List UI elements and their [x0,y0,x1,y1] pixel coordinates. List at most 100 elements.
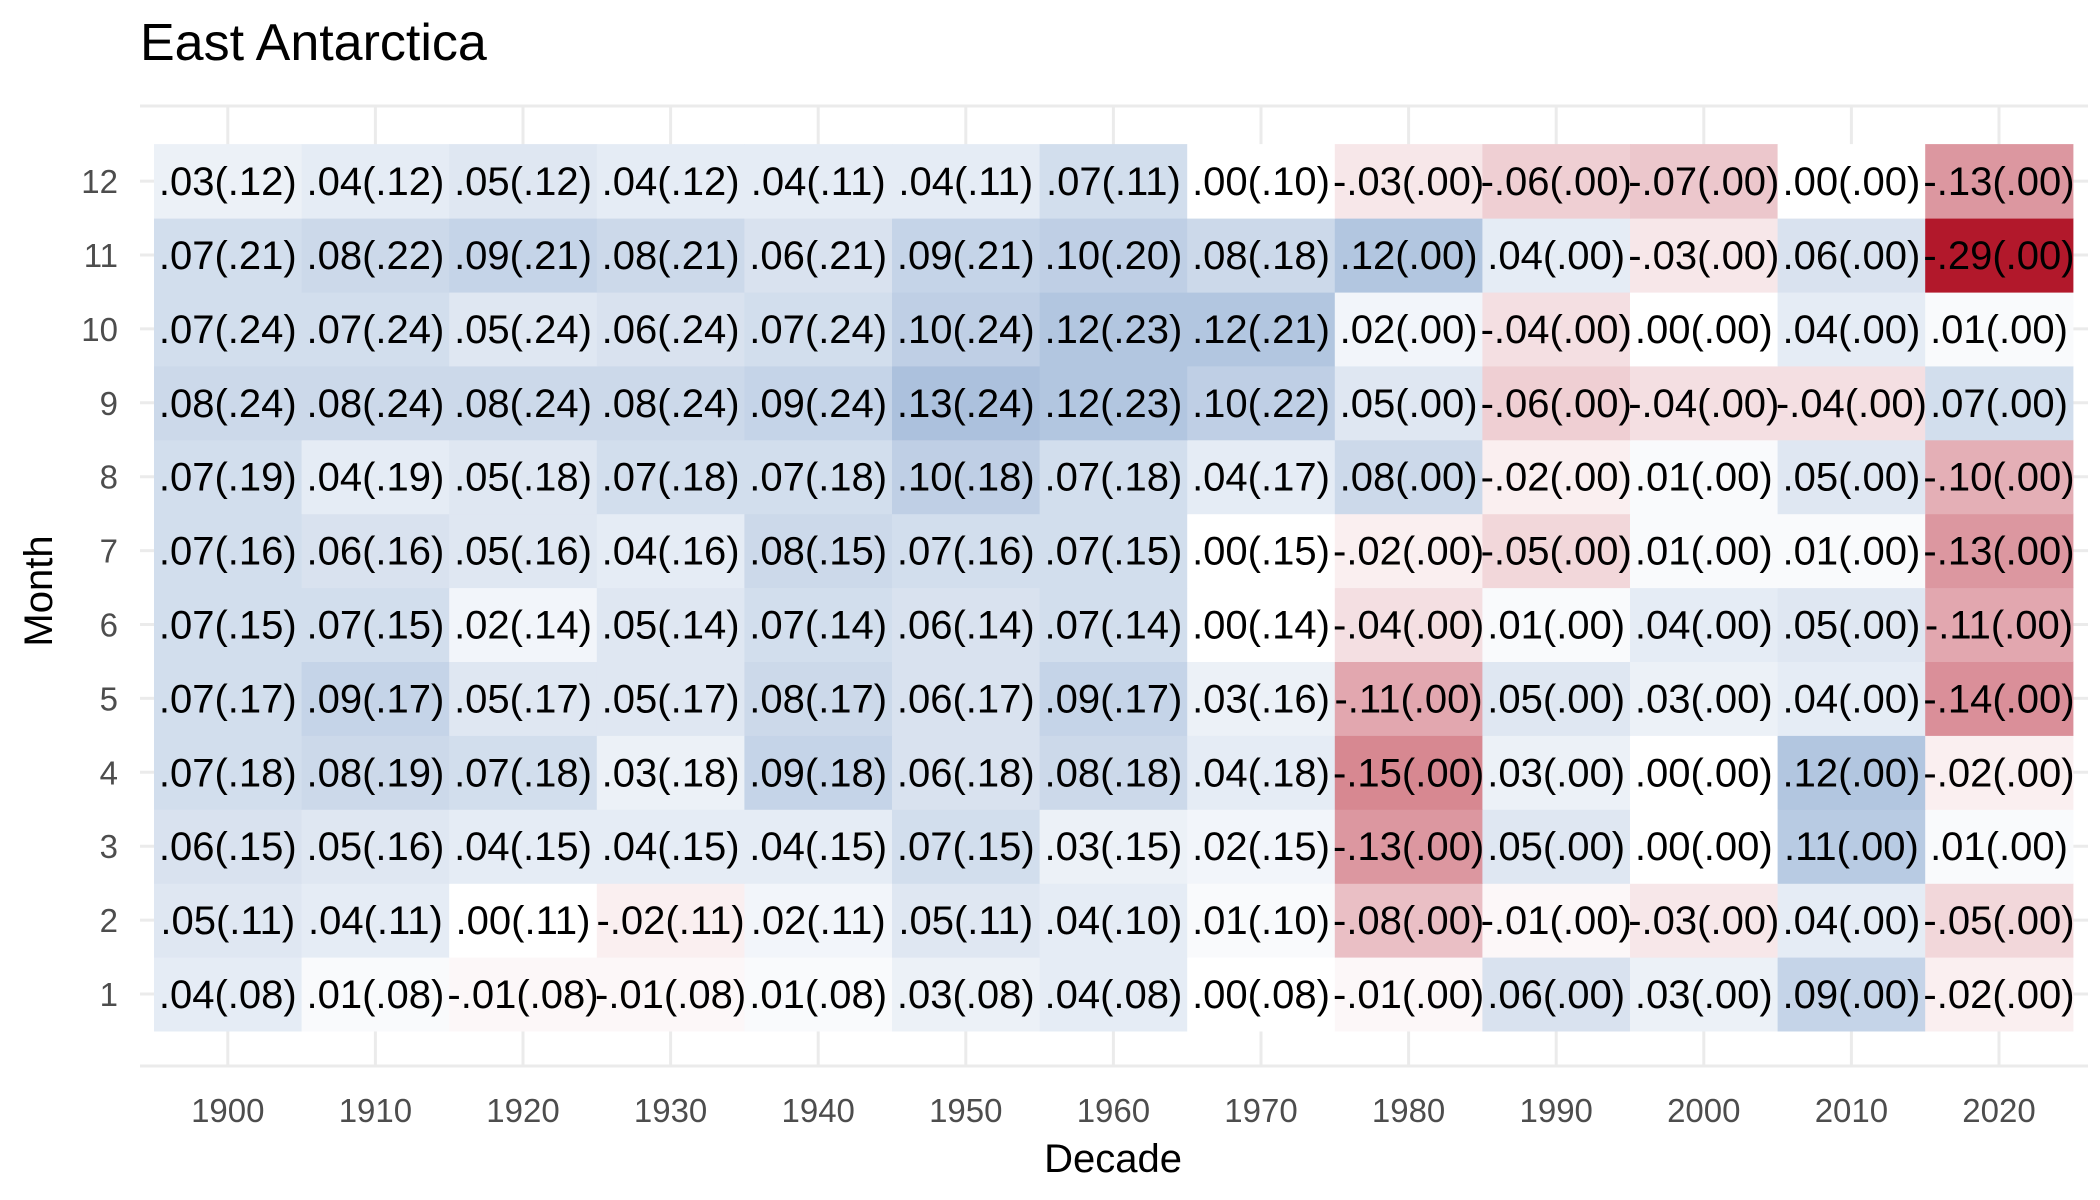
cell-value-label: .04(.00) [1635,604,1773,648]
heatmap-cell [1187,883,1336,958]
cell-value-label: -.13(.00) [1923,160,2074,204]
heatmap-cell [449,883,598,958]
cell-value-label: .09(.24) [749,382,887,426]
heatmap-cell [301,513,450,589]
heatmap-cell [154,957,303,1032]
cell-value-label: -.03(.00) [1333,160,1484,204]
heatmap-cell [301,439,450,515]
heatmap-cell [1187,661,1336,736]
cell-value-label: .06(.00) [1487,973,1625,1017]
x-tick-label: 1980 [1372,1092,1445,1129]
cell-value-label: .05(.18) [454,456,592,500]
cell-value-label: .06(.14) [897,604,1035,648]
heatmap-cell [744,291,893,367]
cell-value-label: .05(.11) [160,899,295,943]
heatmap-cell [1039,291,1188,367]
cell-value-label: .03(.15) [1044,825,1182,869]
heatmap-cell [1777,144,1926,219]
cell-value-label: -.07(.00) [1628,160,1779,204]
heatmap-cell [1777,661,1926,736]
cell-value-label: .01(.00) [1930,308,2068,352]
heatmap-cell [1482,218,1631,293]
cell-value-label: .12(.21) [1192,308,1330,352]
cell-value-label: .08(.18) [1044,751,1182,795]
heatmap-cell [301,291,450,367]
heatmap-cell [1482,809,1631,884]
cell-value-label: .08(.24) [454,382,592,426]
x-tick-label: 1950 [929,1092,1002,1129]
cell-value-label: -.08(.00) [1333,899,1484,943]
cell-value-label: -.02(.00) [1481,456,1632,500]
x-tick-label: 2010 [1815,1092,1888,1129]
cell-value-label: .00(.15) [1192,530,1330,574]
cell-value-label: -.06(.00) [1481,160,1632,204]
cell-value-label: -.11(.00) [1925,604,2073,648]
heatmap-cell [596,883,745,958]
heatmap-cell [154,809,303,884]
heatmap-cell [744,883,893,958]
heatmap-cell [1039,957,1188,1032]
y-tick-label: 10 [81,311,118,348]
cell-value-label: .07(.15) [1044,530,1182,574]
heatmap-cell [892,587,1041,662]
heatmap-cell [1334,735,1483,810]
cell-value-label: .06(.21) [749,234,887,278]
x-axis-title: Decade [1044,1137,1182,1181]
heatmap-cell [1187,957,1336,1032]
heatmap-cell [1482,513,1631,589]
x-tick-label: 1940 [781,1092,854,1129]
cell-value-label: .04(.11) [308,899,443,943]
heatmap-cell [1482,365,1631,441]
heatmap-cell [1187,218,1336,293]
heatmap-cell [744,144,893,219]
heatmap-cell [1482,735,1631,810]
heatmap-cell [1630,365,1779,441]
cell-value-label: .00(.11) [456,899,591,943]
heatmap-cell [1334,587,1483,662]
heatmap-cell [1630,439,1779,515]
cell-value-label: .07(.14) [1044,604,1182,648]
cell-value-label: -.04(.00) [1628,382,1779,426]
heatmap-cell [1925,957,2074,1032]
cell-value-label: .09(.18) [749,751,887,795]
cell-value-label: .08(.21) [602,234,740,278]
y-tick-label: 6 [100,607,118,644]
heatmap-cell [892,144,1041,219]
heatmap-cell [1039,735,1188,810]
cell-value-label: -.02(.00) [1923,751,2074,795]
heatmap-cell [1777,587,1926,662]
cell-value-label: .05(.00) [1782,604,1920,648]
cell-value-label: .04(.08) [1044,973,1182,1017]
heatmap-cell [1187,513,1336,589]
heatmap-cell [1482,439,1631,515]
cell-value-label: -.01(.00) [1481,899,1632,943]
y-tick-label: 4 [100,754,118,791]
x-tick-label: 1900 [191,1092,264,1129]
y-tick-label: 3 [100,828,118,865]
cell-value-label: .07(.19) [159,456,297,500]
heatmap-cell [892,439,1041,515]
cell-value-label: .05(.17) [454,677,592,721]
cell-value-label: .04(.16) [602,530,740,574]
heatmap-cell [1187,735,1336,810]
heatmap-cell [449,809,598,884]
heatmap-cell [1482,957,1631,1032]
heatmap-cell [301,883,450,958]
cell-value-label: .09(.21) [454,234,592,278]
cell-value-label: .01(.00) [1635,530,1773,574]
heatmap-cell [1925,513,2074,589]
cell-value-label: .00(.08) [1192,973,1330,1017]
cell-value-label: .12(.23) [1044,308,1182,352]
cell-value-label: .07(.18) [1044,456,1182,500]
cell-value-label: .07(.24) [749,308,887,352]
cell-value-label: .09(.00) [1782,973,1920,1017]
cell-value-label: .05(.24) [454,308,592,352]
heatmap-cell [301,144,450,219]
heatmap-cell [449,218,598,293]
cell-value-label: .03(.08) [897,973,1035,1017]
heatmap-cell [1334,439,1483,515]
heatmap-cell [744,365,893,441]
cell-value-label: -.01(.08) [595,973,746,1017]
